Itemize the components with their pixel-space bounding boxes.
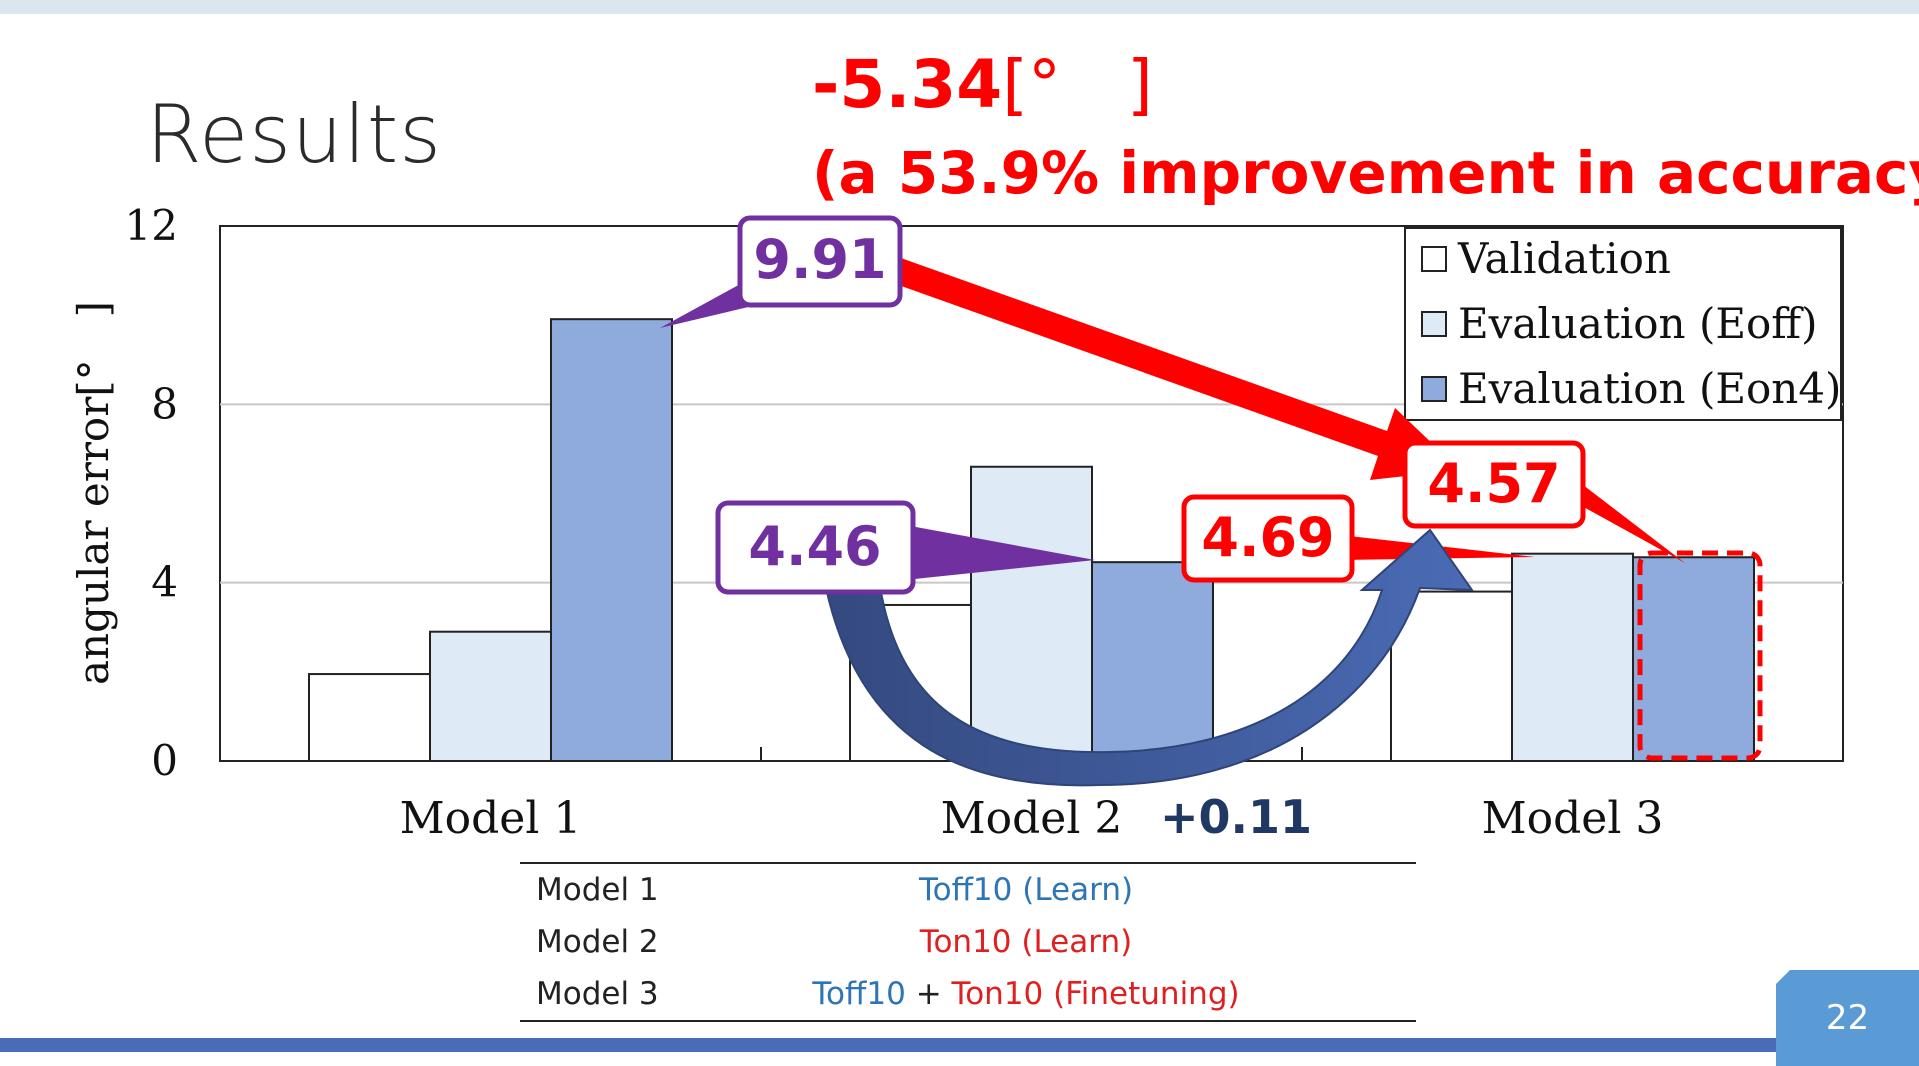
x-category-label: Model 2 [941, 793, 1123, 844]
callout-pointer-4-57 [1570, 475, 1685, 563]
y-tick-label: 8 [151, 379, 178, 428]
y-tick-label: 12 [125, 201, 178, 250]
headline-value: -5.34 [812, 46, 1003, 123]
table-row: Model 1 Toff10 (Learn) [520, 864, 1416, 916]
table-model: Model 1 [536, 872, 659, 908]
page-number-badge: 22 [1776, 970, 1919, 1066]
table-desc-part2: Ton10 (Finetuning) [951, 976, 1240, 1012]
callout-4-69 [1181, 494, 1355, 583]
y-tick-labels: 0 4 8 12 [125, 201, 178, 785]
y-tick-label: 4 [151, 558, 178, 607]
highlight-box [1637, 550, 1763, 761]
bar-model-2-2 [1091, 561, 1214, 762]
table-desc: Ton10 (Learn) [756, 924, 1416, 960]
legend-label-eoff: Evaluation (Eoff) [1458, 299, 1818, 348]
callout-label-4-57: 4.57 [1427, 452, 1560, 515]
table-desc-plus: + [905, 976, 952, 1012]
callout-4-46 [715, 500, 916, 595]
bar-model-3-0 [1390, 590, 1513, 762]
y-axis-label: angular error[° ] [69, 301, 118, 685]
legend-label-eon4: Evaluation (Eon4) [1458, 364, 1841, 413]
legend-swatch-validation [1421, 246, 1447, 272]
table-desc-part1: Ton10 (Learn) [919, 924, 1133, 960]
legend-swatch-eon4 [1421, 376, 1447, 402]
finetune-curved-arrow [824, 528, 1474, 787]
legend-box [1404, 227, 1842, 421]
delta-label: +0.11 [1160, 790, 1312, 844]
table-desc-part1: Toff10 [812, 976, 906, 1012]
table-desc-part1: Toff10 (Learn) [918, 872, 1134, 908]
table-desc: Toff10 (Learn) [756, 872, 1416, 908]
top-band [0, 0, 1919, 14]
model-table: Model 1 Toff10 (Learn) Model 2 Ton10 (Le… [520, 862, 1416, 1022]
table-row: Model 2 Ton10 (Learn) [520, 916, 1416, 968]
bars [308, 318, 1755, 762]
headline-unit: [° ] [1002, 46, 1153, 123]
bottom-bar [0, 1038, 1919, 1052]
bar-model-1-0 [308, 673, 431, 762]
y-tick-label: 0 [151, 736, 178, 785]
slide-title: Results [146, 88, 442, 181]
bar-model-3-2 [1632, 556, 1755, 762]
bar-model-1-1 [429, 630, 552, 762]
table-desc: Toff10 + Ton10 (Finetuning) [756, 976, 1416, 1012]
callout-label-9-91: 9.91 [753, 228, 886, 291]
callout-label-4-69: 4.69 [1201, 506, 1334, 569]
legend-swatch-eoff [1421, 311, 1447, 337]
callout-pointer-4-46 [905, 525, 1095, 580]
x-category-label: Model 1 [400, 793, 582, 844]
x-category-labels: Model 1 Model 2 Model 3 [400, 747, 1664, 844]
legend-label-validation: Validation [1457, 234, 1671, 283]
headline-subtitle: (a 53.9% improvement in accuracy) [812, 139, 1919, 207]
bar-model-1-2 [550, 318, 673, 762]
improvement-arrow [876, 252, 1460, 480]
table-model: Model 3 [536, 976, 659, 1012]
legend: Validation Evaluation (Eoff) Evaluation … [1404, 227, 1842, 421]
bar-model-2-1 [970, 465, 1093, 762]
headline-line1: -5.34[° ] [812, 52, 1919, 118]
table-row: Model 3 Toff10 + Ton10 (Finetuning) [520, 968, 1416, 1020]
table-model: Model 2 [536, 924, 659, 960]
headline: -5.34[° ] (a 53.9% improvement in accura… [812, 52, 1919, 207]
callout-9-91 [737, 215, 903, 308]
bar-model-3-1 [1511, 552, 1634, 762]
callout-4-57 [1402, 440, 1586, 529]
x-category-label: Model 3 [1482, 793, 1664, 844]
callout-label-4-46: 4.46 [748, 515, 881, 578]
